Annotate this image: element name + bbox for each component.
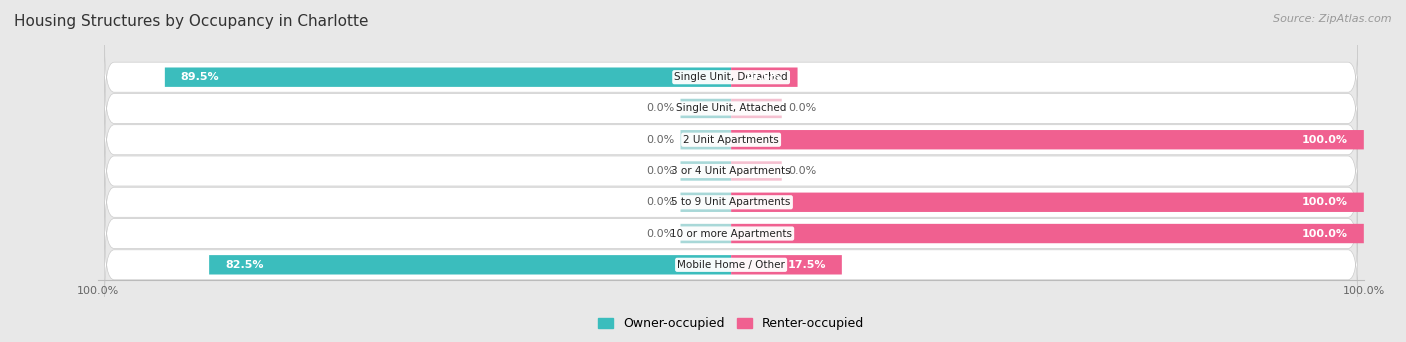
FancyBboxPatch shape [681,224,731,243]
FancyBboxPatch shape [731,67,797,87]
FancyBboxPatch shape [731,161,782,181]
FancyBboxPatch shape [104,77,1358,140]
Text: Mobile Home / Other: Mobile Home / Other [678,260,785,270]
Text: 82.5%: 82.5% [225,260,263,270]
FancyBboxPatch shape [681,193,731,212]
FancyBboxPatch shape [165,67,731,87]
FancyBboxPatch shape [681,130,731,149]
Legend: Owner-occupied, Renter-occupied: Owner-occupied, Renter-occupied [593,313,869,336]
Text: 5 to 9 Unit Apartments: 5 to 9 Unit Apartments [672,197,790,207]
FancyBboxPatch shape [731,130,1364,149]
FancyBboxPatch shape [104,45,1358,109]
FancyBboxPatch shape [731,224,1364,243]
FancyBboxPatch shape [104,233,1358,297]
Text: 17.5%: 17.5% [787,260,825,270]
Text: Source: ZipAtlas.com: Source: ZipAtlas.com [1274,14,1392,24]
FancyBboxPatch shape [104,202,1358,265]
Text: 0.0%: 0.0% [645,197,675,207]
Text: 0.0%: 0.0% [787,166,817,176]
Text: 0.0%: 0.0% [645,104,675,114]
Text: 100.0%: 100.0% [1302,197,1348,207]
Text: 100.0%: 100.0% [1302,135,1348,145]
FancyBboxPatch shape [209,255,731,275]
Text: 3 or 4 Unit Apartments: 3 or 4 Unit Apartments [671,166,792,176]
Text: 2 Unit Apartments: 2 Unit Apartments [683,135,779,145]
Text: 89.5%: 89.5% [180,72,219,82]
Text: 10 or more Apartments: 10 or more Apartments [671,228,792,238]
FancyBboxPatch shape [731,193,1364,212]
FancyBboxPatch shape [681,99,731,118]
FancyBboxPatch shape [681,161,731,181]
Text: 0.0%: 0.0% [645,228,675,238]
Text: Housing Structures by Occupancy in Charlotte: Housing Structures by Occupancy in Charl… [14,14,368,29]
FancyBboxPatch shape [731,255,842,275]
Text: 0.0%: 0.0% [645,166,675,176]
FancyBboxPatch shape [731,99,782,118]
Text: 0.0%: 0.0% [645,135,675,145]
Text: Single Unit, Detached: Single Unit, Detached [675,72,787,82]
Text: Single Unit, Attached: Single Unit, Attached [676,104,786,114]
Text: 0.0%: 0.0% [787,104,817,114]
FancyBboxPatch shape [104,170,1358,234]
FancyBboxPatch shape [104,139,1358,203]
FancyBboxPatch shape [104,108,1358,172]
Text: 100.0%: 100.0% [1302,228,1348,238]
Text: 10.5%: 10.5% [744,72,782,82]
